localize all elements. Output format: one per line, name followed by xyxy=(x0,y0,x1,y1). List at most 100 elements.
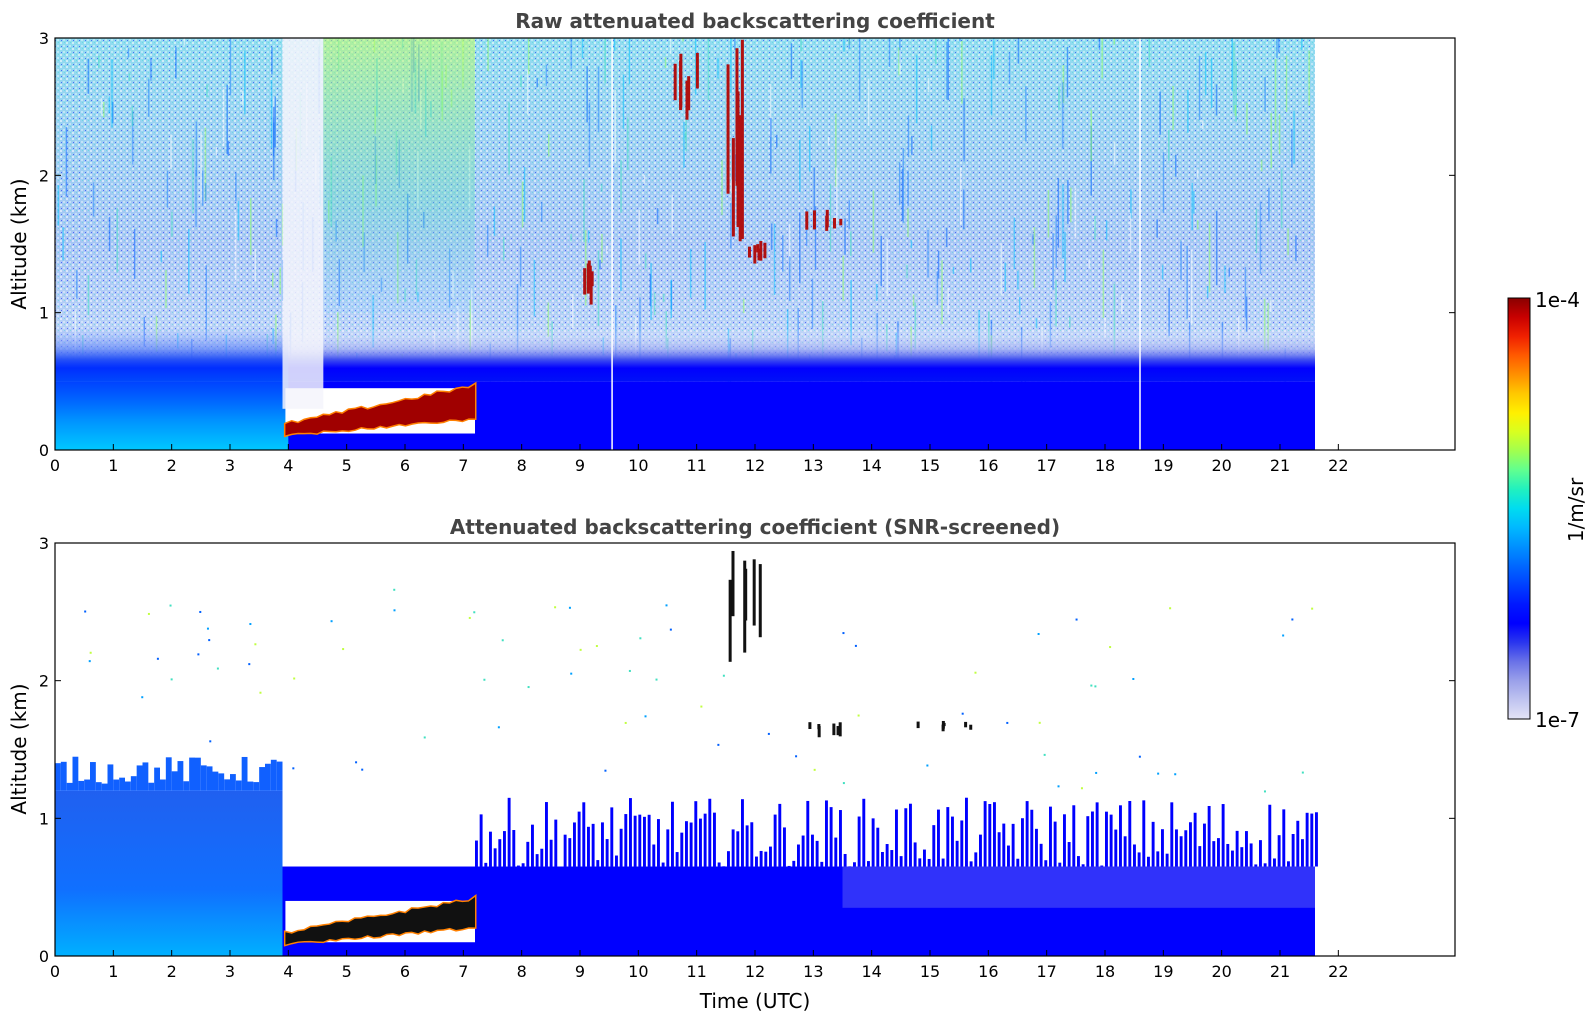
noise-streak xyxy=(1270,112,1273,169)
boundary-spike xyxy=(1156,851,1160,867)
noise-streak xyxy=(1013,217,1016,270)
noise-speck xyxy=(665,604,668,607)
boundary-spike xyxy=(820,861,824,867)
noise-streak xyxy=(1264,77,1266,112)
boundary-spike xyxy=(1254,864,1258,867)
y-tick-label: 0 xyxy=(39,947,49,966)
boundary-spike xyxy=(1189,822,1192,867)
noise-streak xyxy=(960,167,962,226)
aerosol-edge xyxy=(265,763,271,791)
noise-streak xyxy=(800,38,802,52)
boundary-spike xyxy=(806,800,810,867)
noise-streak xyxy=(801,61,803,108)
noise-streak xyxy=(584,230,587,306)
boundary-spike xyxy=(582,802,586,867)
noise-streak xyxy=(1295,235,1297,262)
boundary-spike xyxy=(666,829,670,867)
y-axis-label: Altitude (km) xyxy=(7,683,31,814)
noise-speck xyxy=(473,611,476,614)
boundary-spike xyxy=(503,831,506,867)
heatmap-screened xyxy=(55,550,1318,956)
boundary-spike xyxy=(601,822,604,867)
boundary-spike xyxy=(596,860,600,867)
noise-streak xyxy=(1052,233,1054,290)
noise-streak xyxy=(1032,234,1034,244)
x-tick-label: 18 xyxy=(1095,456,1115,475)
noise-streak xyxy=(274,96,276,148)
x-tick-label: 8 xyxy=(517,456,527,475)
cloud-streak xyxy=(728,579,732,662)
boundary-spike xyxy=(563,834,567,867)
aerosol-edge xyxy=(101,783,108,791)
noise-streak xyxy=(133,228,136,279)
noise-speck xyxy=(857,714,860,717)
noise-speck xyxy=(854,644,857,647)
boundary-spike xyxy=(750,822,754,867)
noise-streak xyxy=(87,58,90,94)
boundary-spike xyxy=(839,810,842,867)
boundary-spike xyxy=(1249,843,1253,867)
noise-streak xyxy=(229,38,232,96)
noise-speck xyxy=(393,588,396,591)
noise-streak xyxy=(235,172,237,202)
noise-streak xyxy=(540,202,543,223)
x-tick-label: 2 xyxy=(167,456,177,475)
aerosol-edge xyxy=(84,779,90,791)
noise-streak xyxy=(273,106,275,180)
boundary-spike xyxy=(475,840,478,867)
high-noise xyxy=(323,38,475,313)
boundary-spike xyxy=(573,822,576,867)
boundary-spike xyxy=(792,860,796,867)
noise-streak xyxy=(788,224,791,263)
noise-speck xyxy=(669,628,672,631)
noise-speck xyxy=(842,782,845,785)
colorbar-unit-label: 1/m/sr xyxy=(1564,477,1588,542)
noise-speck xyxy=(1075,618,1078,621)
noise-streak xyxy=(1255,208,1258,254)
cloud-streak xyxy=(839,218,843,226)
aerosol-edge xyxy=(165,757,172,791)
x-tick-label: 12 xyxy=(745,962,765,981)
noise-speck xyxy=(468,616,471,619)
noise-speck xyxy=(254,643,257,646)
boundary-spike xyxy=(969,861,973,867)
boundary-spike xyxy=(1221,804,1225,867)
boundary-spike xyxy=(1044,860,1048,867)
noise-streak xyxy=(769,83,772,138)
noise-streak xyxy=(235,212,237,282)
noise-speck xyxy=(527,686,530,689)
noise-streak xyxy=(620,238,622,292)
noise-streak xyxy=(800,60,802,89)
x-tick-label: 3 xyxy=(225,962,235,981)
noise-speck xyxy=(604,769,607,772)
noise-streak xyxy=(959,38,961,42)
noise-streak xyxy=(1280,169,1283,229)
boundary-spike xyxy=(1305,812,1309,867)
noise-streak xyxy=(1175,154,1177,177)
boundary-spike xyxy=(657,819,660,867)
noise-streak xyxy=(1246,102,1248,135)
boundary-spike xyxy=(741,799,744,867)
noise-streak xyxy=(1159,91,1161,135)
noise-streak xyxy=(206,84,208,98)
x-tick-label: 22 xyxy=(1328,456,1348,475)
noise-speck xyxy=(1057,785,1060,788)
noise-streak xyxy=(1162,152,1165,213)
boundary-spike xyxy=(1039,843,1043,867)
boundary-spike xyxy=(1095,802,1099,867)
aerosol-edge xyxy=(142,762,149,791)
boundary-spike xyxy=(1021,818,1024,867)
noise-streak xyxy=(898,47,900,76)
noise-streak xyxy=(946,41,948,100)
noise-streak xyxy=(1215,211,1218,286)
noise-speck xyxy=(208,639,211,642)
noise-speck xyxy=(1263,790,1266,793)
noise-streak xyxy=(1113,142,1116,165)
boundary-spike xyxy=(531,824,534,867)
boundary-spike xyxy=(1049,806,1052,867)
cloud-streak xyxy=(836,726,840,736)
noise-speck xyxy=(767,732,770,735)
noise-streak xyxy=(1057,178,1060,248)
noise-streak xyxy=(62,227,64,261)
noise-streak xyxy=(1234,104,1237,117)
